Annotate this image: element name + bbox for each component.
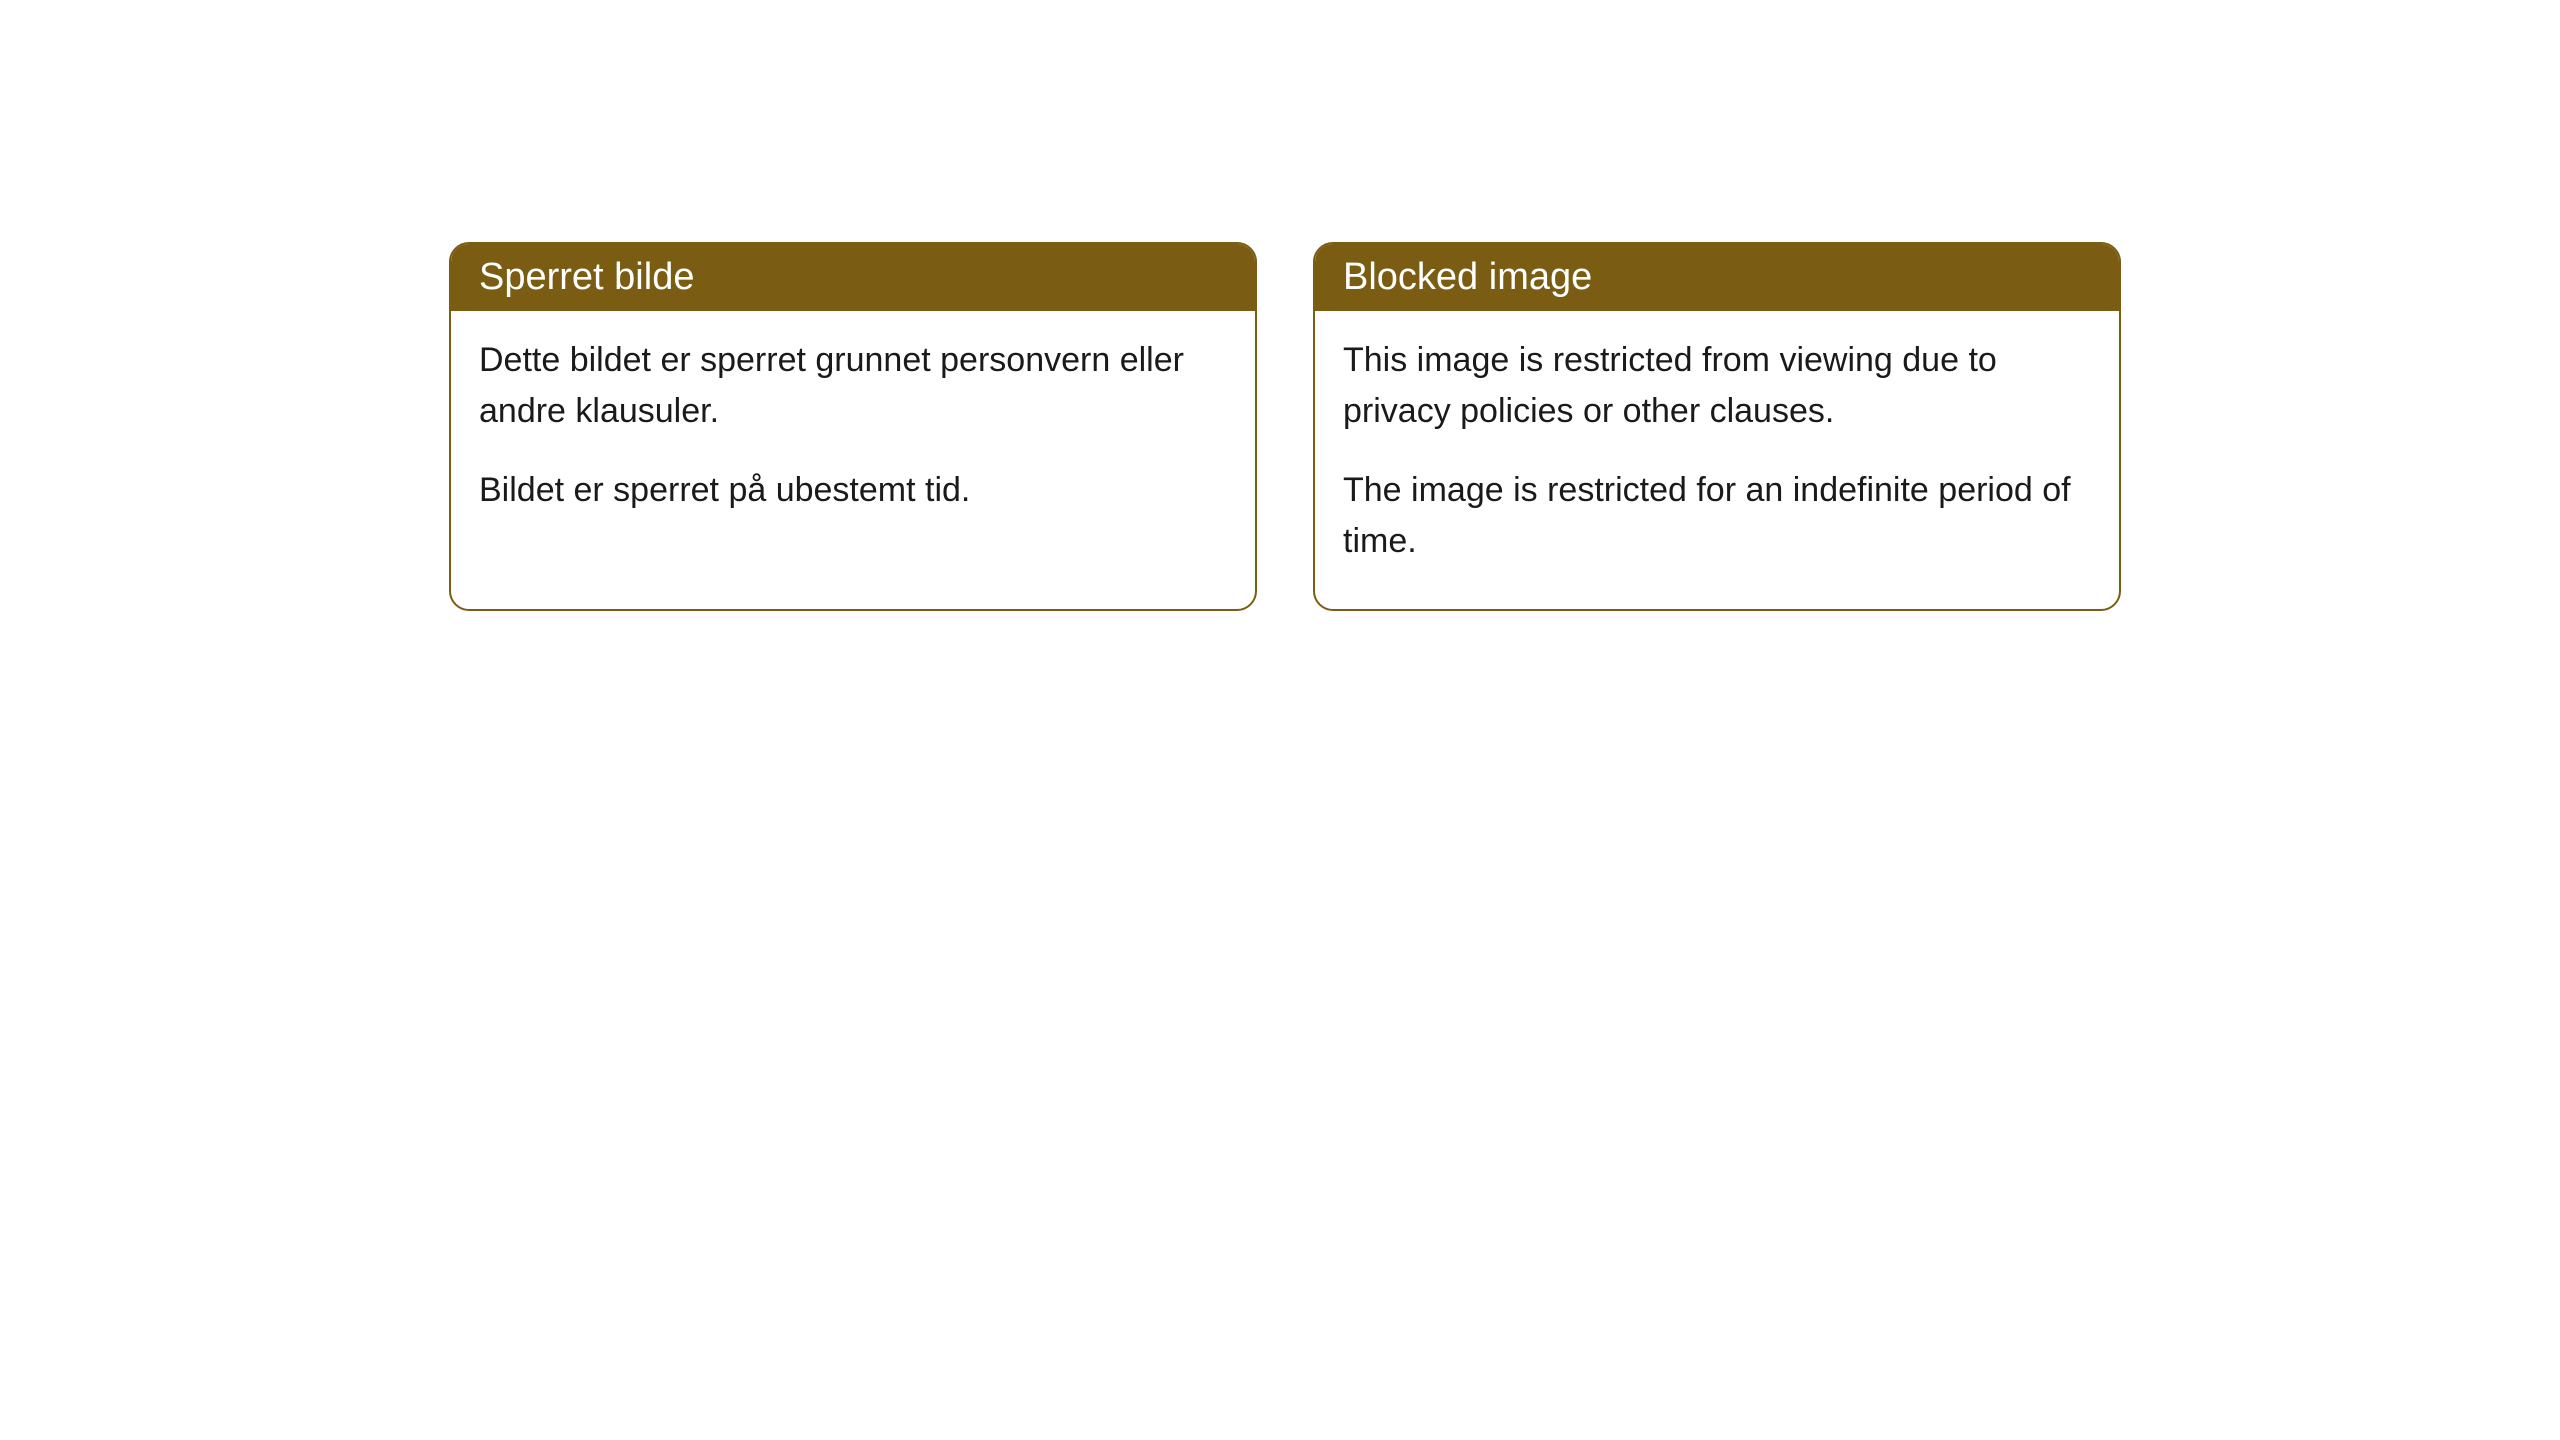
notice-container: Sperret bilde Dette bildet er sperret gr… [0,0,2560,611]
card-title: Blocked image [1343,256,1592,298]
card-header: Blocked image [1315,244,2119,311]
card-header: Sperret bilde [451,244,1255,311]
notice-card-norwegian: Sperret bilde Dette bildet er sperret gr… [449,242,1257,611]
notice-card-english: Blocked image This image is restricted f… [1313,242,2121,611]
card-paragraph: Bildet er sperret på ubestemt tid. [479,465,1227,516]
card-body: This image is restricted from viewing du… [1315,311,2119,609]
card-title: Sperret bilde [479,256,694,298]
card-paragraph: The image is restricted for an indefinit… [1343,465,2091,567]
card-paragraph: This image is restricted from viewing du… [1343,335,2091,437]
card-paragraph: Dette bildet er sperret grunnet personve… [479,335,1227,437]
card-body: Dette bildet er sperret grunnet personve… [451,311,1255,558]
